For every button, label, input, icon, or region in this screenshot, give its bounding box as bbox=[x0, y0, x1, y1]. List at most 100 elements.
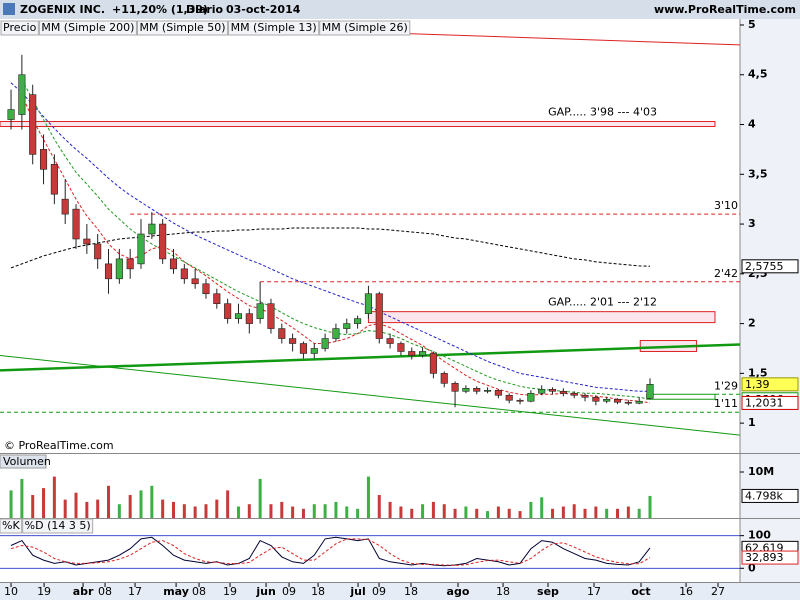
volume-bar bbox=[31, 495, 35, 518]
candle-body bbox=[180, 268, 188, 280]
x-tick-label: abr bbox=[73, 585, 94, 598]
candle-body bbox=[527, 392, 535, 402]
y-tick-label: 100 bbox=[748, 529, 771, 542]
value-marker-label: 32,893 bbox=[745, 551, 784, 564]
value-marker bbox=[741, 395, 799, 410]
volume-bar bbox=[345, 506, 349, 518]
candle-body bbox=[299, 343, 307, 354]
candle-body bbox=[397, 343, 405, 352]
volume-bar bbox=[572, 504, 576, 518]
candle-body bbox=[50, 164, 58, 195]
candle-body bbox=[516, 399, 524, 402]
volume-bar bbox=[637, 508, 641, 518]
candle-body bbox=[202, 283, 210, 295]
candle-body bbox=[505, 394, 513, 401]
candle-body bbox=[581, 394, 589, 398]
candle-body bbox=[538, 388, 546, 394]
candle-body bbox=[462, 387, 470, 392]
trend-line bbox=[0, 343, 741, 372]
level-label: 2'42 bbox=[714, 267, 738, 280]
volume-bar bbox=[204, 504, 208, 518]
volume-bar bbox=[616, 508, 620, 518]
candle-body bbox=[635, 400, 643, 404]
candle-body bbox=[321, 338, 329, 349]
volume-bar bbox=[388, 501, 392, 518]
series-line bbox=[21, 94, 651, 404]
volume-bar bbox=[150, 485, 154, 518]
gap-zone bbox=[646, 393, 716, 400]
volume-bar bbox=[464, 506, 468, 518]
candle-body bbox=[72, 208, 80, 240]
header-title: ZOGENIX INC. bbox=[20, 3, 105, 16]
volume-bar bbox=[52, 476, 56, 518]
volume-bar bbox=[453, 508, 457, 518]
copyright: © ProRealTime.com bbox=[4, 439, 114, 452]
candle-body bbox=[83, 238, 91, 245]
y-tick-label: 4,5 bbox=[748, 68, 768, 81]
volume-bar bbox=[377, 495, 381, 518]
x-tick-label: jun bbox=[255, 585, 275, 598]
candle-body bbox=[169, 258, 178, 270]
volume-bar bbox=[20, 478, 24, 518]
volume-bar bbox=[605, 508, 609, 518]
legend-entry: %K bbox=[2, 519, 20, 532]
legend-box bbox=[0, 518, 23, 534]
candle-body bbox=[61, 198, 69, 215]
volume-bar bbox=[269, 504, 273, 518]
volume-bar bbox=[366, 476, 370, 518]
volume-bar bbox=[648, 495, 652, 518]
legend-box bbox=[136, 20, 229, 36]
legend-entry: %D (14 3 5) bbox=[25, 519, 91, 532]
candle-body bbox=[18, 74, 26, 115]
y-tick-label: 1,5 bbox=[748, 366, 768, 379]
x-tick-label: 17 bbox=[128, 585, 142, 598]
volume-bar bbox=[334, 501, 338, 518]
volume-bar bbox=[356, 508, 360, 518]
x-tick-label: 16 bbox=[679, 585, 693, 598]
candle-body bbox=[7, 109, 15, 120]
header-bar bbox=[0, 0, 800, 19]
volume-bar bbox=[551, 508, 555, 518]
candle-body bbox=[159, 223, 167, 260]
x-axis-bg bbox=[0, 583, 800, 600]
candle-body bbox=[570, 392, 578, 396]
volume-bar bbox=[182, 504, 186, 518]
x-tick-label: oct bbox=[631, 585, 650, 598]
volume-label-box bbox=[0, 454, 47, 469]
volume-bar bbox=[85, 501, 89, 518]
candle-body bbox=[375, 293, 383, 339]
level-label: 1'11 bbox=[714, 397, 738, 410]
y-tick-label: 2 bbox=[748, 317, 756, 330]
header-site[interactable]: www.ProRealTime.com bbox=[654, 3, 796, 16]
candle-body bbox=[386, 338, 394, 344]
candle-body bbox=[592, 396, 600, 402]
volume-bar bbox=[323, 504, 327, 518]
value-marker bbox=[741, 488, 799, 503]
y-tick-label: 3,5 bbox=[748, 167, 768, 180]
x-tick-label: sep bbox=[537, 585, 559, 598]
series-line bbox=[10, 536, 651, 567]
x-tick-label: 18 bbox=[496, 585, 510, 598]
value-marker bbox=[741, 377, 799, 392]
x-tick-label: 19 bbox=[223, 585, 237, 598]
legend-entry: MM (Simple 200) bbox=[41, 21, 134, 34]
candle-body bbox=[494, 389, 502, 396]
candle-body bbox=[191, 278, 199, 285]
y-tick-label: 10M bbox=[748, 465, 774, 478]
x-tick-label: 08 bbox=[98, 585, 112, 598]
x-tick-label: 10 bbox=[4, 585, 18, 598]
candle-body bbox=[256, 303, 264, 319]
x-tick-label: may bbox=[163, 585, 189, 598]
volume-bar bbox=[193, 506, 197, 518]
candle-body bbox=[484, 389, 492, 392]
volume-bar bbox=[161, 499, 165, 518]
gap-zone bbox=[0, 121, 716, 128]
value-marker-label: 2,5755 bbox=[745, 260, 784, 273]
level-label: 3'10 bbox=[714, 199, 738, 212]
candle-body bbox=[234, 313, 243, 319]
legend-box bbox=[22, 518, 94, 534]
x-tick-label: 18 bbox=[311, 585, 325, 598]
y-tick-label: 0 bbox=[748, 561, 756, 574]
volume-bar bbox=[247, 504, 251, 518]
